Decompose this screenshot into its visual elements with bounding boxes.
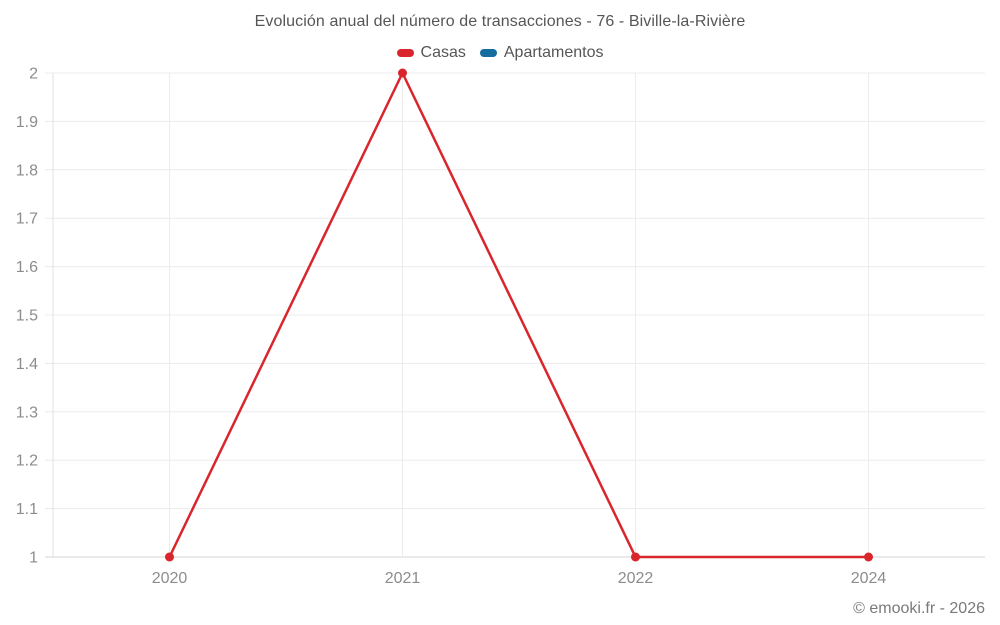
legend-swatch-icon <box>396 49 414 57</box>
legend: Casas Apartamentos <box>0 44 1000 62</box>
legend-item-casas[interactable]: Casas <box>396 44 466 62</box>
svg-text:1.4: 1.4 <box>16 356 38 373</box>
svg-text:1.7: 1.7 <box>16 211 38 228</box>
legend-label: Casas <box>420 44 466 61</box>
svg-text:2024: 2024 <box>851 570 887 587</box>
copyright-text: © emooki.fr - 2026 <box>853 600 985 617</box>
svg-text:2022: 2022 <box>618 570 654 587</box>
svg-text:1.6: 1.6 <box>16 259 38 276</box>
svg-text:1.8: 1.8 <box>16 162 38 179</box>
svg-text:1: 1 <box>29 550 38 567</box>
legend-item-apartamentos[interactable]: Apartamentos <box>479 44 604 62</box>
legend-swatch-icon <box>479 49 497 57</box>
svg-text:1.5: 1.5 <box>16 308 38 325</box>
svg-text:2020: 2020 <box>152 570 188 587</box>
svg-text:1.3: 1.3 <box>16 404 38 421</box>
svg-text:1.1: 1.1 <box>16 501 38 518</box>
chart-title: Evolución anual del número de transaccio… <box>254 13 746 30</box>
legend-label: Apartamentos <box>503 44 604 61</box>
svg-text:2: 2 <box>29 66 38 83</box>
svg-text:1.9: 1.9 <box>16 114 38 131</box>
svg-text:2021: 2021 <box>385 570 421 587</box>
svg-text:1.2: 1.2 <box>16 453 38 470</box>
